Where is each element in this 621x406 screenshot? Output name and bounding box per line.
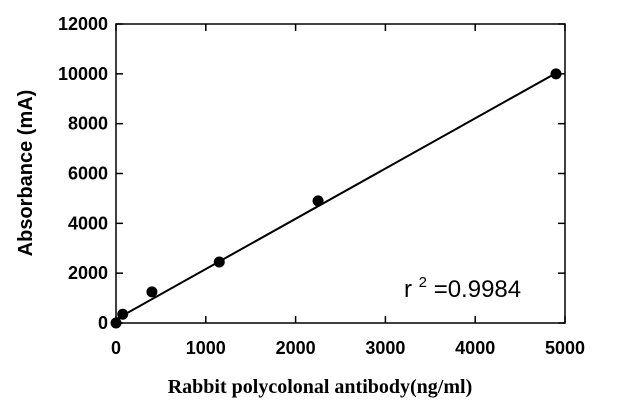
x-tick-label: 3000 (365, 338, 405, 358)
x-tick-label: 2000 (276, 338, 316, 358)
y-tick-label: 6000 (68, 164, 108, 184)
x-tick-label: 1000 (186, 338, 226, 358)
y-tick-label: 0 (98, 313, 108, 333)
y-tick-label: 8000 (68, 114, 108, 134)
data-point (117, 308, 129, 320)
y-tick-label: 10000 (58, 64, 108, 84)
r-squared-base: r (404, 276, 412, 303)
y-tick-label: 2000 (68, 263, 108, 283)
y-axis-title: Absorbance (mA) (15, 90, 37, 257)
data-point (213, 256, 225, 268)
data-point (146, 286, 158, 298)
y-tick-label: 12000 (58, 14, 108, 34)
x-axis-title: Rabbit polycolonal antibody(ng/ml) (168, 376, 473, 398)
data-point (550, 68, 562, 80)
trendline-group (115, 72, 557, 321)
data-point (312, 195, 324, 207)
y-axis: 0 2000 4000 6000 8000 10000 12000 (58, 14, 565, 333)
data-point (110, 317, 122, 329)
x-tick-label: 5000 (545, 338, 585, 358)
regression-line (115, 72, 557, 321)
r-squared-value: =0.9984 (434, 276, 521, 303)
r-squared-superscript: 2 (419, 274, 427, 291)
x-axis: 0 1000 2000 3000 4000 5000 (111, 24, 585, 358)
y-tick-label: 4000 (68, 213, 108, 233)
r-squared-annotation: r 2 =0.9984 (404, 266, 521, 303)
x-tick-label: 4000 (455, 338, 495, 358)
x-tick-label: 0 (111, 338, 121, 358)
data-points (110, 68, 562, 329)
